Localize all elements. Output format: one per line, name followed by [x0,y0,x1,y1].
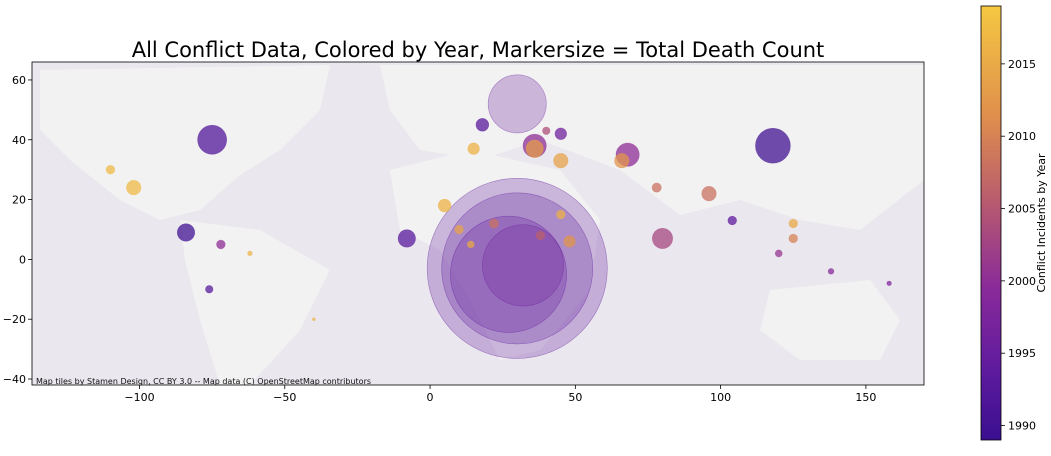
conflict-point [197,124,227,155]
conflict-point [487,74,547,134]
conflict-point [886,280,892,286]
colorbar-tick-label: 2005 [1008,203,1036,216]
colorbar-label: Conflict Incidents by Year [1035,153,1048,293]
y-tick-label: −20 [3,313,26,326]
colorbar-tick-label: 1990 [1008,420,1036,433]
y-tick-label: 60 [12,74,26,87]
y-tick-label: 40 [12,134,26,147]
land-north-america [40,65,330,220]
conflict-point [312,317,316,321]
conflict-point [553,153,569,169]
conflict-point [827,268,835,275]
attribution-text: Map tiles by Stamen Design, CC BY 3.0 --… [36,377,371,386]
conflict-point [489,218,499,229]
conflict-point [216,239,226,250]
x-axis: −100 −50 0 50 100 150 [124,385,876,404]
conflict-point [454,224,464,235]
y-tick-label: 0 [19,253,26,266]
chart-title: All Conflict Data, Colored by Year, Mark… [132,38,825,62]
y-axis: −40 −20 0 20 40 60 [3,74,32,386]
y-tick-label: −40 [3,373,26,386]
conflict-point [554,127,567,140]
colorbar-tick-label: 1995 [1008,347,1036,360]
colorbar-ticks: 1990 1995 2000 2005 2010 2015 [1001,58,1036,433]
conflict-point [437,198,452,213]
colorbar [980,5,1002,441]
conflict-point [774,249,783,258]
y-tick-label: 20 [12,194,26,207]
conflict-point [701,186,717,202]
conflict-point [556,209,566,220]
conflict-point [467,142,480,155]
conflict-point [788,218,798,229]
colorbar-tick-label: 2015 [1008,58,1036,71]
conflict-point [525,139,544,158]
x-tick-label: 150 [855,391,876,404]
x-tick-label: 100 [710,391,731,404]
conflict-point [466,240,475,249]
conflict-point [652,227,673,249]
conflict-point [482,224,565,307]
conflict-point [475,118,490,132]
basemap [32,62,924,385]
conflict-point [651,182,662,193]
conflict-point [563,235,576,248]
land-europe-asia [380,65,924,230]
conflict-point [441,192,594,345]
colorbar-tick-label: 2000 [1008,275,1036,288]
conflict-point [247,250,253,257]
conflict-point [126,180,142,196]
conflict-points [105,74,892,359]
x-tick-label: 0 [427,391,434,404]
land-south-america [180,220,330,385]
conflict-point [535,230,546,241]
conflict-point [426,177,608,359]
x-tick-label: −100 [124,391,154,404]
x-tick-label: −50 [273,391,296,404]
conflict-point [542,126,551,135]
conflict-point [727,215,737,226]
conflict-point [105,165,116,175]
plot-frame [31,61,925,386]
conflict-point [788,233,798,244]
conflict-point [614,153,630,169]
conflict-point [397,229,416,248]
conflict-point [176,223,196,242]
x-tick-label: 50 [568,391,582,404]
land-australia [760,280,900,360]
colorbar-tick-label: 2010 [1008,130,1036,143]
conflict-point [205,285,214,294]
conflict-point [755,128,791,164]
